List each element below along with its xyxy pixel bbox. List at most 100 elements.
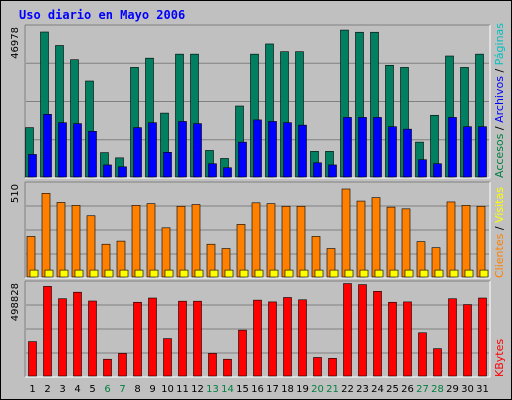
x-tick-label-11: 11 [176, 384, 189, 395]
bar-archivos-day-12 [193, 123, 202, 178]
bar-visitas-day-1 [29, 269, 39, 278]
bar-archivos-day-29 [448, 117, 457, 178]
bar-clientes-day-17 [266, 203, 276, 278]
panel-middle: 510 Clientes / Visitas [10, 181, 506, 279]
bar-visitas-day-13 [209, 269, 219, 278]
bar-clientes-day-30 [461, 205, 471, 278]
bar-archivos-day-24 [373, 117, 382, 178]
bar-clientes-day-9 [146, 203, 156, 278]
bar-visitas-day-4 [74, 269, 84, 278]
legend: Accesos / Archivos / Páginas [493, 23, 506, 178]
bar-visitas-day-8 [134, 269, 144, 278]
y-max-label: 498828 [10, 283, 21, 321]
bar-kbytes-day-28 [433, 348, 442, 377]
bar-clientes-day-22 [341, 188, 351, 278]
legend-entry: / [493, 123, 506, 134]
bar-kbytes-day-7 [118, 353, 127, 377]
x-tick-label-28: 28 [431, 384, 444, 395]
x-tick-label-18: 18 [281, 384, 294, 395]
bar-clientes-day-24 [371, 197, 381, 278]
legend: KBytes [493, 339, 506, 377]
bar-archivos-day-6 [103, 164, 112, 178]
x-tick-label-12: 12 [191, 384, 204, 395]
bar-archivos-day-15 [238, 141, 247, 178]
x-tick-label-7: 7 [119, 384, 125, 395]
bar-kbytes-day-12 [193, 300, 202, 377]
legend-entry: Archivos [493, 76, 506, 123]
bar-kbytes-day-27 [418, 332, 427, 377]
bar-archivos-day-21 [328, 164, 337, 178]
bar-visitas-day-9 [149, 269, 159, 278]
x-tick-label-6: 6 [104, 384, 110, 395]
legend-entry: Clientes [493, 233, 506, 278]
legend-entry: Páginas [493, 23, 506, 66]
bar-clientes-day-16 [251, 202, 261, 278]
bar-kbytes-day-18 [283, 297, 292, 377]
x-tick-label-15: 15 [236, 384, 249, 395]
bar-clientes-day-5 [86, 215, 96, 278]
bar-kbytes-day-3 [58, 298, 67, 377]
bar-archivos-day-27 [418, 159, 427, 178]
x-tick-label-27: 27 [416, 384, 429, 395]
x-tick-label-10: 10 [161, 384, 174, 395]
y-max-label: 510 [10, 184, 21, 203]
x-tick-label-4: 4 [74, 384, 80, 395]
bar-kbytes-day-2 [43, 286, 52, 377]
bar-visitas-day-11 [179, 269, 189, 278]
bar-kbytes-day-17 [268, 301, 277, 377]
bar-visitas-day-25 [389, 269, 399, 278]
x-tick-label-16: 16 [251, 384, 264, 395]
bar-archivos-day-2 [43, 114, 52, 178]
x-tick-label-31: 31 [476, 384, 489, 395]
y-max-label: 46978 [10, 27, 21, 59]
x-tick-label-22: 22 [341, 384, 354, 395]
bar-kbytes-day-22 [343, 283, 352, 377]
panel-top: 46978 Accesos / Archivos / Páginas [10, 23, 506, 179]
bar-clientes-day-2 [41, 193, 51, 278]
x-tick-label-26: 26 [401, 384, 414, 395]
legend-entry: / [493, 65, 506, 76]
x-tick-label-29: 29 [446, 384, 459, 395]
x-tick-label-21: 21 [326, 384, 339, 395]
bar-kbytes-day-9 [148, 297, 157, 377]
bar-archivos-day-4 [73, 123, 82, 178]
x-tick-label-25: 25 [386, 384, 399, 395]
bar-visitas-day-12 [194, 269, 204, 278]
bar-visitas-day-18 [284, 269, 294, 278]
bar-kbytes-day-19 [298, 299, 307, 377]
legend-entry: Accesos [493, 133, 506, 178]
x-tick-label-20: 20 [311, 384, 324, 395]
bar-kbytes-day-14 [223, 358, 232, 377]
bar-kbytes-day-6 [103, 358, 112, 377]
bar-kbytes-day-24 [373, 291, 382, 377]
bar-archivos-day-8 [133, 127, 142, 178]
bar-kbytes-day-11 [178, 300, 187, 377]
bar-archivos-day-11 [178, 121, 187, 178]
bar-clientes-day-31 [476, 205, 486, 278]
x-tick-label-5: 5 [89, 384, 95, 395]
bar-archivos-day-13 [208, 163, 217, 178]
panel-bottom: 498828 KBytes [10, 280, 506, 378]
bar-kbytes-day-4 [73, 291, 82, 377]
bar-kbytes-day-20 [313, 357, 322, 377]
bar-kbytes-day-25 [388, 301, 397, 377]
bar-kbytes-day-1 [28, 341, 37, 377]
bar-clientes-day-11 [176, 205, 186, 278]
bar-clientes-day-12 [191, 204, 201, 278]
bar-visitas-day-7 [119, 269, 129, 278]
bar-visitas-day-19 [299, 269, 309, 278]
x-tick-label-24: 24 [371, 384, 384, 395]
bar-archivos-day-23 [358, 117, 367, 178]
bar-kbytes-day-16 [253, 299, 262, 377]
legend: Clientes / Visitas [493, 187, 506, 278]
x-tick-label-17: 17 [266, 384, 279, 395]
bar-archivos-day-16 [253, 119, 262, 178]
bar-kbytes-day-23 [358, 284, 367, 377]
bar-archivos-day-9 [148, 122, 157, 178]
x-tick-label-1: 1 [29, 384, 35, 395]
bar-kbytes-day-30 [463, 304, 472, 377]
bar-clientes-day-29 [446, 201, 456, 278]
bar-archivos-day-17 [268, 121, 277, 178]
bar-visitas-day-31 [479, 269, 489, 278]
